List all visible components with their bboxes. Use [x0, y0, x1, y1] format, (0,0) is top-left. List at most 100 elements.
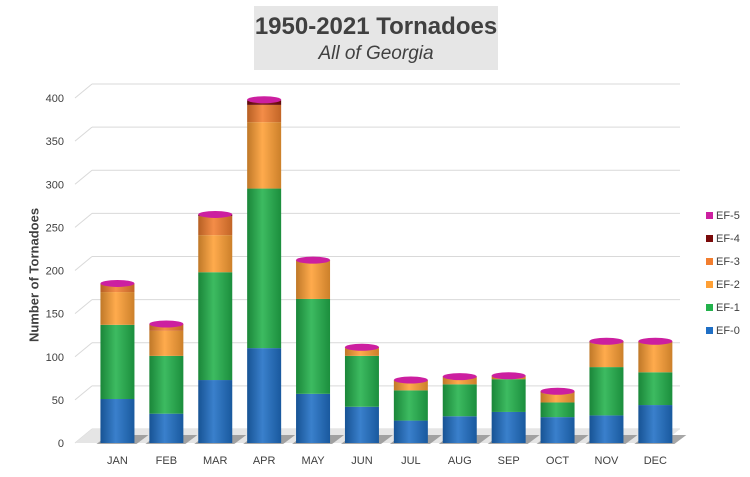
bar-cap — [247, 96, 282, 104]
bar-segment-jan-ef-2 — [100, 292, 135, 325]
bar-segment-apr-ef-1 — [247, 188, 282, 349]
bar-segment-may-ef-0 — [296, 393, 331, 443]
bar-segment-aug-ef-2 — [442, 377, 477, 385]
gridline-depth — [74, 126, 93, 142]
bar-segment-apr-ef-2 — [247, 122, 282, 189]
y-tick-label: 350 — [46, 136, 64, 148]
bar-cap — [442, 373, 477, 381]
bar-segment-apr-ef-0 — [247, 348, 282, 443]
bar-segment-jan-ef-0 — [100, 399, 135, 443]
gridline-depth — [74, 169, 93, 185]
bar-segment-jul-ef-1 — [393, 390, 428, 421]
bar-cap — [344, 343, 379, 351]
legend-label: EF-3 — [716, 256, 740, 268]
legend-label: EF-2 — [716, 279, 740, 291]
x-tick-label: APR — [253, 455, 276, 467]
bar-cap — [296, 256, 331, 264]
bar-segment-aug-ef-0 — [442, 416, 477, 443]
bar-segment-jun-ef-1 — [344, 355, 379, 407]
legend-item: EF-5 — [706, 210, 740, 233]
bar-segment-may-ef-1 — [296, 298, 331, 394]
legend-swatch — [706, 327, 713, 334]
legend-label: EF-0 — [716, 325, 740, 337]
bar-cap — [149, 320, 184, 328]
x-tick-label: SEP — [498, 455, 520, 467]
bar-segment-jun-ef-2 — [344, 348, 379, 356]
legend-swatch — [706, 304, 713, 311]
chart-subtitle: All of Georgia — [318, 43, 434, 64]
chart-title: 1950-2021 Tornadoes — [254, 13, 498, 40]
x-tick-label: MAR — [203, 455, 228, 467]
y-tick-label: 50 — [52, 395, 64, 407]
x-tick-label: MAY — [302, 455, 326, 467]
x-tick-label: JAN — [107, 455, 128, 467]
bar-cap — [491, 372, 526, 380]
bar-cap — [393, 376, 428, 384]
y-tick-label: 300 — [46, 179, 64, 191]
legend-swatch — [706, 212, 713, 219]
bar-cap — [540, 387, 575, 395]
bar-segment-nov-ef-0 — [589, 415, 624, 443]
legend-item: EF-3 — [706, 256, 740, 279]
bar-segment-jun-ef-0 — [344, 406, 379, 443]
bar-segment-may-ef-2 — [296, 260, 331, 299]
y-tick-label: 150 — [46, 309, 64, 321]
bar-segment-apr-ef-3 — [247, 104, 282, 123]
legend-item: EF-1 — [706, 302, 740, 325]
bar-segment-oct-ef-1 — [540, 402, 575, 418]
gridline-depth — [74, 342, 93, 358]
bar-segment-oct-ef-2 — [540, 393, 575, 403]
gridline-depth — [74, 299, 93, 315]
legend-item: EF-0 — [706, 325, 740, 348]
gridline-depth — [74, 83, 93, 99]
bar-segment-sep-ef-0 — [491, 411, 526, 443]
x-tick-label: DEC — [644, 455, 667, 467]
y-tick-label: 200 — [46, 266, 64, 278]
bar-segment-nov-ef-2 — [589, 343, 624, 368]
bar-segment-nov-ef-1 — [589, 367, 624, 416]
legend-swatch — [706, 281, 713, 288]
legend-label: EF-4 — [716, 233, 740, 245]
bar-cap — [589, 337, 624, 345]
bar-segment-jul-ef-0 — [393, 420, 428, 443]
legend-swatch — [706, 258, 713, 265]
bar-segment-jan-ef-1 — [100, 324, 135, 400]
x-tick-label: AUG — [448, 455, 472, 467]
legend-item: EF-2 — [706, 279, 740, 302]
y-tick-label: 0 — [58, 438, 64, 450]
y-tick-label: 100 — [46, 352, 64, 364]
bar-segment-dec-ef-0 — [638, 405, 673, 443]
gridline-depth — [74, 385, 93, 401]
bar-segment-aug-ef-1 — [442, 384, 477, 417]
legend: EF-5 EF-4 EF-3 EF-2 EF-1 EF-0 — [706, 210, 740, 348]
bar-segment-mar-ef-3 — [198, 216, 233, 236]
gridline-depth — [74, 212, 93, 228]
bar-cap — [198, 210, 233, 218]
bar-cap — [638, 337, 673, 345]
gridline-depth — [74, 256, 93, 271]
bar-segment-feb-ef-1 — [149, 355, 184, 414]
x-tick-label: JUN — [351, 455, 372, 467]
bar-segment-mar-ef-1 — [198, 272, 233, 381]
bar-segment-mar-ef-0 — [198, 380, 233, 443]
x-tick-label: JUL — [401, 455, 421, 467]
x-tick-label: FEB — [156, 455, 177, 467]
legend-label: EF-1 — [716, 302, 740, 314]
bar-cap — [100, 279, 135, 287]
bar-segment-mar-ef-2 — [198, 235, 233, 273]
bar-segment-feb-ef-0 — [149, 413, 184, 443]
bar-segment-feb-ef-2 — [149, 330, 184, 356]
title-box: 1950-2021 Tornadoes All of Georgia — [254, 6, 498, 70]
y-tick-label: 400 — [46, 93, 64, 105]
legend-label: EF-5 — [716, 210, 740, 222]
bar-segment-jan-ef-3 — [100, 283, 135, 293]
legend-item: EF-4 — [706, 233, 740, 256]
bar-segment-dec-ef-2 — [638, 342, 673, 373]
legend-swatch — [706, 235, 713, 242]
x-tick-label: OCT — [546, 455, 570, 467]
x-tick-label: NOV — [595, 455, 620, 467]
bar-segment-jul-ef-2 — [393, 380, 428, 391]
y-tick-label: 250 — [46, 222, 64, 234]
